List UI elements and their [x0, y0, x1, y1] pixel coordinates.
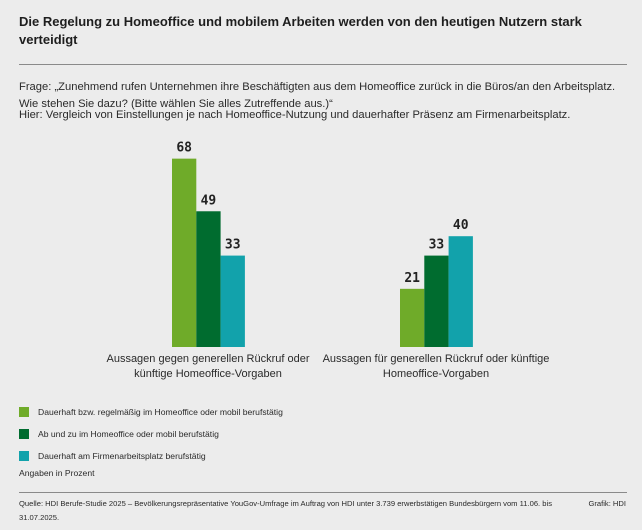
graphic-credit: Grafik: HDI: [588, 499, 626, 508]
source-note: Quelle: HDI Berufe-Studie 2025 – Bevölke…: [19, 499, 552, 522]
data-label: 49: [201, 193, 217, 208]
bar-for-series-1: [400, 288, 425, 347]
legend-item-occasional-homeoffice: Ab und zu im Homeoffice oder mobil beruf…: [19, 423, 283, 445]
bar-against-series-1: [172, 158, 197, 347]
survey-question: Frage: „Zunehmend rufen Unternehmen ihre…: [19, 81, 616, 110]
bar-against-series-2: [196, 211, 221, 347]
legend: Dauerhaft bzw. regelmäßig im Homeoffice …: [19, 401, 283, 467]
category-label-for: Aussagen für generellen Rückruf oder kün…: [322, 353, 550, 380]
bottom-divider: [19, 492, 627, 493]
data-label: 68: [176, 141, 192, 156]
legend-item-office: Dauerhaft am Firmenarbeitsplatz berufstä…: [19, 445, 283, 467]
bar-for-series-2: [424, 255, 449, 347]
bar-against-series-3: [220, 255, 245, 347]
chart-title: Die Regelung zu Homeoffice und mobilem A…: [19, 14, 582, 47]
unit-note: Angaben in Prozent: [19, 468, 95, 478]
data-label: 33: [225, 238, 241, 253]
bar-for-series-3: [448, 236, 473, 347]
top-divider: [19, 64, 627, 65]
legend-swatch: [19, 451, 29, 461]
data-label: 33: [429, 238, 445, 253]
bar-chart: 68 49 33 21 33 40: [172, 141, 473, 347]
data-label: 21: [404, 271, 420, 286]
legend-label: Dauerhaft am Firmenarbeitsplatz berufstä…: [38, 451, 206, 461]
comparison-note: Hier: Vergleich von Einstellungen je nac…: [19, 109, 571, 121]
legend-label: Ab und zu im Homeoffice oder mobil beruf…: [38, 429, 219, 439]
category-label-against: Aussagen gegen generellen Rückruf oder k…: [106, 353, 310, 380]
legend-swatch: [19, 429, 29, 439]
legend-swatch: [19, 407, 29, 417]
legend-label: Dauerhaft bzw. regelmäßig im Homeoffice …: [38, 407, 283, 417]
legend-item-regular-homeoffice: Dauerhaft bzw. regelmäßig im Homeoffice …: [19, 401, 283, 423]
data-label: 40: [453, 218, 469, 233]
